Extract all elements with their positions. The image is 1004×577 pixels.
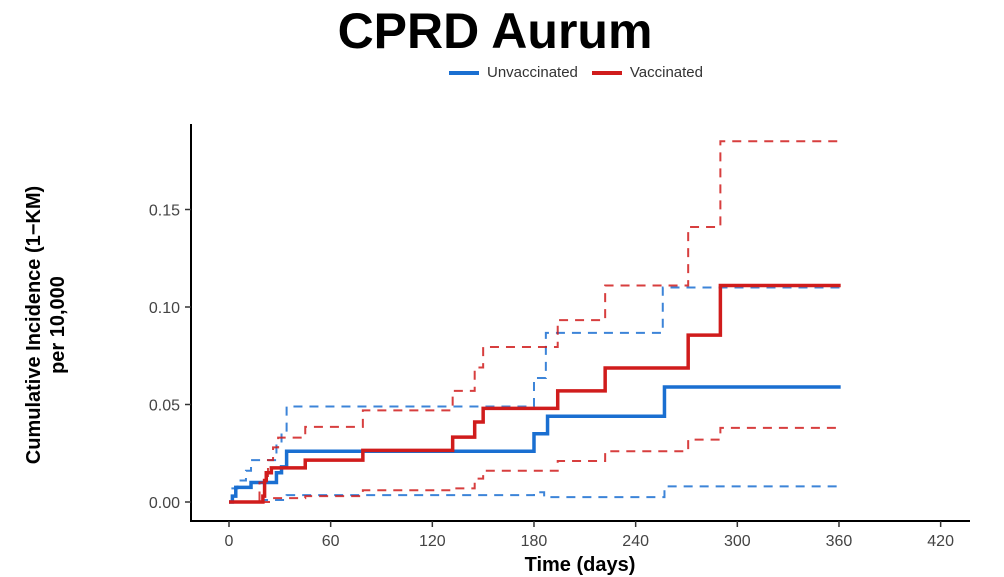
legend-item-unvaccinated: Unvaccinated xyxy=(449,64,578,81)
x-tick-label: 180 xyxy=(521,533,548,550)
y-axis-label-line2: per 10,000 xyxy=(47,276,69,374)
y-tick-label: 0.10 xyxy=(149,300,180,317)
chart-title: CPRD Aurum xyxy=(337,3,653,59)
y-tick-label: 0.15 xyxy=(149,203,180,220)
y-tick-label: 0.05 xyxy=(149,398,180,415)
x-tick-label: 60 xyxy=(322,533,340,550)
legend-label-vaccinated: Vaccinated xyxy=(629,64,703,81)
series-unvaccinated-lower-ci xyxy=(229,485,841,503)
series-vaccinated-lower-ci xyxy=(229,426,841,503)
series-unvaccinated xyxy=(229,385,841,504)
x-tick-label: 300 xyxy=(724,533,751,550)
series-layer xyxy=(229,140,841,504)
x-tick-label: 0 xyxy=(225,533,234,550)
legend-label-unvaccinated: Unvaccinated xyxy=(487,64,578,81)
legend-swatch-vaccinated xyxy=(591,70,622,75)
y-axis-label: Cumulative Incidence (1−KM) per 10,000 xyxy=(23,186,69,464)
legend-item-vaccinated: Vaccinated xyxy=(591,64,703,81)
x-tick-label: 360 xyxy=(826,533,853,550)
x-axis-label: Time (days) xyxy=(525,554,636,576)
y-tick-label: 0.00 xyxy=(149,495,180,512)
x-tick-label: 420 xyxy=(927,533,954,550)
x-tick-label: 120 xyxy=(419,533,446,550)
legend: Unvaccinated Vaccinated xyxy=(449,64,717,81)
legend-swatch-unvaccinated xyxy=(449,70,479,75)
y-axis-label-line1: Cumulative Incidence (1−KM) xyxy=(23,186,45,464)
ticks: 0 60 120 180 240 300 360 420 0.00 0.05 0.10 0.15 xyxy=(149,203,954,551)
series-vaccinated xyxy=(229,283,841,504)
series-vaccinated-upper-ci xyxy=(229,140,841,503)
x-tick-label: 240 xyxy=(622,533,649,550)
